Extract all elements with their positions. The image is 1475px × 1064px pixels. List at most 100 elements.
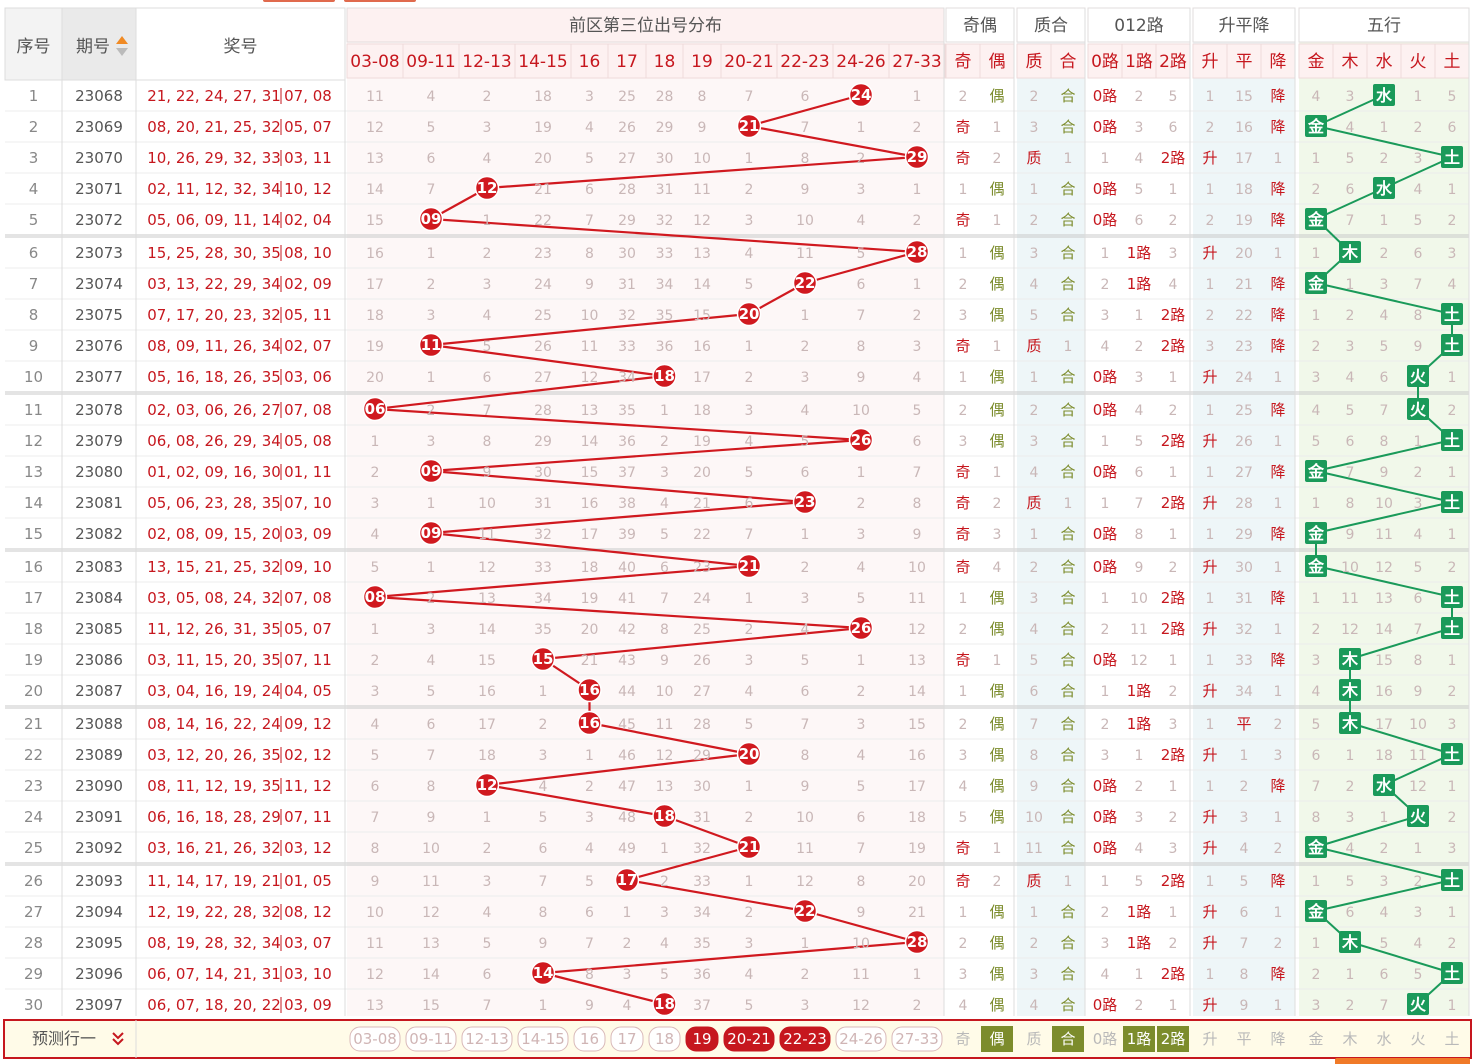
road-cell: 1 <box>1169 465 1178 481</box>
top-tab-1[interactable] <box>263 0 335 2</box>
miss-count: 1 <box>483 213 492 229</box>
wuxing-miss: 7 <box>1414 622 1423 638</box>
wuxing-miss: 1 <box>1448 998 1457 1014</box>
parity-header-1: 偶 <box>989 52 1006 72</box>
predict-wuxing-option[interactable]: 火 <box>1402 1026 1434 1052</box>
ball-number: 12 <box>477 179 498 197</box>
miss-count: 2 <box>427 591 436 607</box>
wuxing-label: 火 <box>1410 400 1427 419</box>
parity-cell: 偶 <box>989 589 1004 607</box>
miss-count: 27 <box>693 684 711 700</box>
trend-cell: 28 <box>1235 496 1253 512</box>
wuxing-marker: 金 <box>1305 460 1327 482</box>
row-issue: 23068 <box>75 87 123 105</box>
predict-dist-option[interactable]: 24-26 <box>835 1026 887 1052</box>
bottom-action-button[interactable] <box>1335 1058 1470 1064</box>
wuxing-miss: 1 <box>1312 151 1321 167</box>
predict-trend-option[interactable]: 升 <box>1194 1026 1226 1052</box>
trend-segment <box>589 721 750 756</box>
trend-cell: 升 <box>1202 996 1217 1014</box>
parity-cell: 3 <box>993 527 1002 543</box>
predict-dist-option[interactable]: 27-33 <box>891 1026 943 1052</box>
miss-count: 34 <box>693 905 711 921</box>
predict-parity-option[interactable]: 奇 <box>947 1026 979 1052</box>
wuxing-miss: 3 <box>1414 151 1423 167</box>
miss-count: 1 <box>913 182 922 198</box>
dist-header-4: 16 <box>579 52 601 72</box>
predict-dist-option[interactable]: 14-15 <box>517 1026 569 1052</box>
wuxing-marker: 土 <box>1441 491 1463 513</box>
miss-count: 43 <box>618 653 636 669</box>
predict-wuxing-option[interactable]: 土 <box>1436 1026 1468 1052</box>
miss-count: 8 <box>801 151 810 167</box>
wuxing-marker: 火 <box>1407 398 1429 420</box>
table-row: 24 23091 06, 16, 18, 28, 29 07, 11 7 9 1 5 3 48 31… <box>24 808 1457 826</box>
sort-icon[interactable] <box>116 36 128 56</box>
ball-circle <box>736 741 762 767</box>
row-back-numbers: 02, 07 <box>284 337 332 355</box>
road-cell: 1路 <box>1127 903 1152 921</box>
miss-count: 5 <box>371 748 380 764</box>
predict-dist-option[interactable]: 22-23 <box>779 1026 831 1052</box>
predict-prime-option[interactable]: 质 <box>1018 1026 1050 1052</box>
predict-dist-option[interactable]: 12-13 <box>461 1026 513 1052</box>
chevron-down-icon[interactable] <box>112 1032 124 1046</box>
trend-cell: 降 <box>1270 777 1285 795</box>
miss-count: 26 <box>618 120 636 136</box>
prime-cell: 合 <box>1060 903 1075 921</box>
ball-number: 16 <box>579 681 600 699</box>
top-tab-2[interactable] <box>344 0 416 2</box>
miss-count: 39 <box>618 527 636 543</box>
road-cell: 1 <box>1101 151 1110 167</box>
predict-prime-option[interactable]: 合 <box>1052 1026 1084 1052</box>
miss-count: 34 <box>656 277 674 293</box>
miss-count: 29 <box>618 213 636 229</box>
predict-dist-option[interactable]: 16 <box>573 1026 606 1052</box>
predict-dist-option[interactable]: 09-11 <box>405 1026 457 1052</box>
trend-segment <box>748 124 918 159</box>
predict-trend-option[interactable]: 降 <box>1262 1026 1294 1052</box>
predict-wuxing-option[interactable]: 木 <box>1334 1026 1366 1052</box>
group-header-5: 升平降 <box>1219 16 1270 36</box>
row-back-numbers: 03, 12 <box>284 839 332 857</box>
issue-header[interactable]: 期号 <box>76 37 110 57</box>
predict-wuxing-option[interactable]: 金 <box>1300 1026 1332 1052</box>
prediction-label: 预测行一 <box>32 1029 96 1048</box>
wuxing-box <box>1339 241 1361 263</box>
trend-cell: 2 <box>1274 717 1283 733</box>
predict-parity-option[interactable]: 偶 <box>981 1026 1013 1052</box>
predict-dist-option[interactable]: 18 <box>648 1026 681 1052</box>
predict-dist-option[interactable]: 20-21 <box>723 1026 775 1052</box>
miss-count: 10 <box>581 308 599 324</box>
predict-wuxing-option[interactable]: 水 <box>1368 1026 1400 1052</box>
miss-count: 4 <box>913 370 922 386</box>
predict-road-option[interactable]: 0路 <box>1089 1026 1121 1052</box>
prime-cell: 1 <box>1030 527 1039 543</box>
ball-number: 18 <box>654 367 675 385</box>
predict-dist-option[interactable]: 17 <box>610 1026 644 1052</box>
miss-count: 11 <box>693 182 711 198</box>
miss-count: 2 <box>539 717 548 733</box>
road-cell: 11 <box>1130 622 1148 638</box>
trend-cell: 26 <box>1235 434 1253 450</box>
predict-trend-option[interactable]: 平 <box>1228 1026 1260 1052</box>
wuxing-miss: 6 <box>1414 591 1423 607</box>
road-cell: 1 <box>1135 748 1144 764</box>
trend-cell: 32 <box>1235 622 1253 638</box>
predict-road-option[interactable]: 1路 <box>1123 1026 1155 1052</box>
road-cell: 1 <box>1101 496 1110 512</box>
row-issue: 23090 <box>75 777 123 795</box>
seq-header: 序号 <box>17 37 51 57</box>
predict-dist-option[interactable]: 03-08 <box>349 1026 401 1052</box>
wuxing-miss: 8 <box>1346 496 1355 512</box>
wuxing-miss: 4 <box>1414 936 1423 952</box>
wuxing-header-4: 土 <box>1444 52 1461 72</box>
predict-road-option[interactable]: 2路 <box>1157 1026 1189 1052</box>
wuxing-miss: 8 <box>1414 653 1423 669</box>
miss-count: 42 <box>618 622 636 638</box>
prime-cell: 4 <box>1030 277 1039 293</box>
trend-cell: 21 <box>1235 277 1253 293</box>
miss-count: 13 <box>366 998 384 1014</box>
predict-dist-option[interactable]: 19 <box>685 1026 719 1052</box>
parity-cell: 奇 <box>955 494 970 512</box>
